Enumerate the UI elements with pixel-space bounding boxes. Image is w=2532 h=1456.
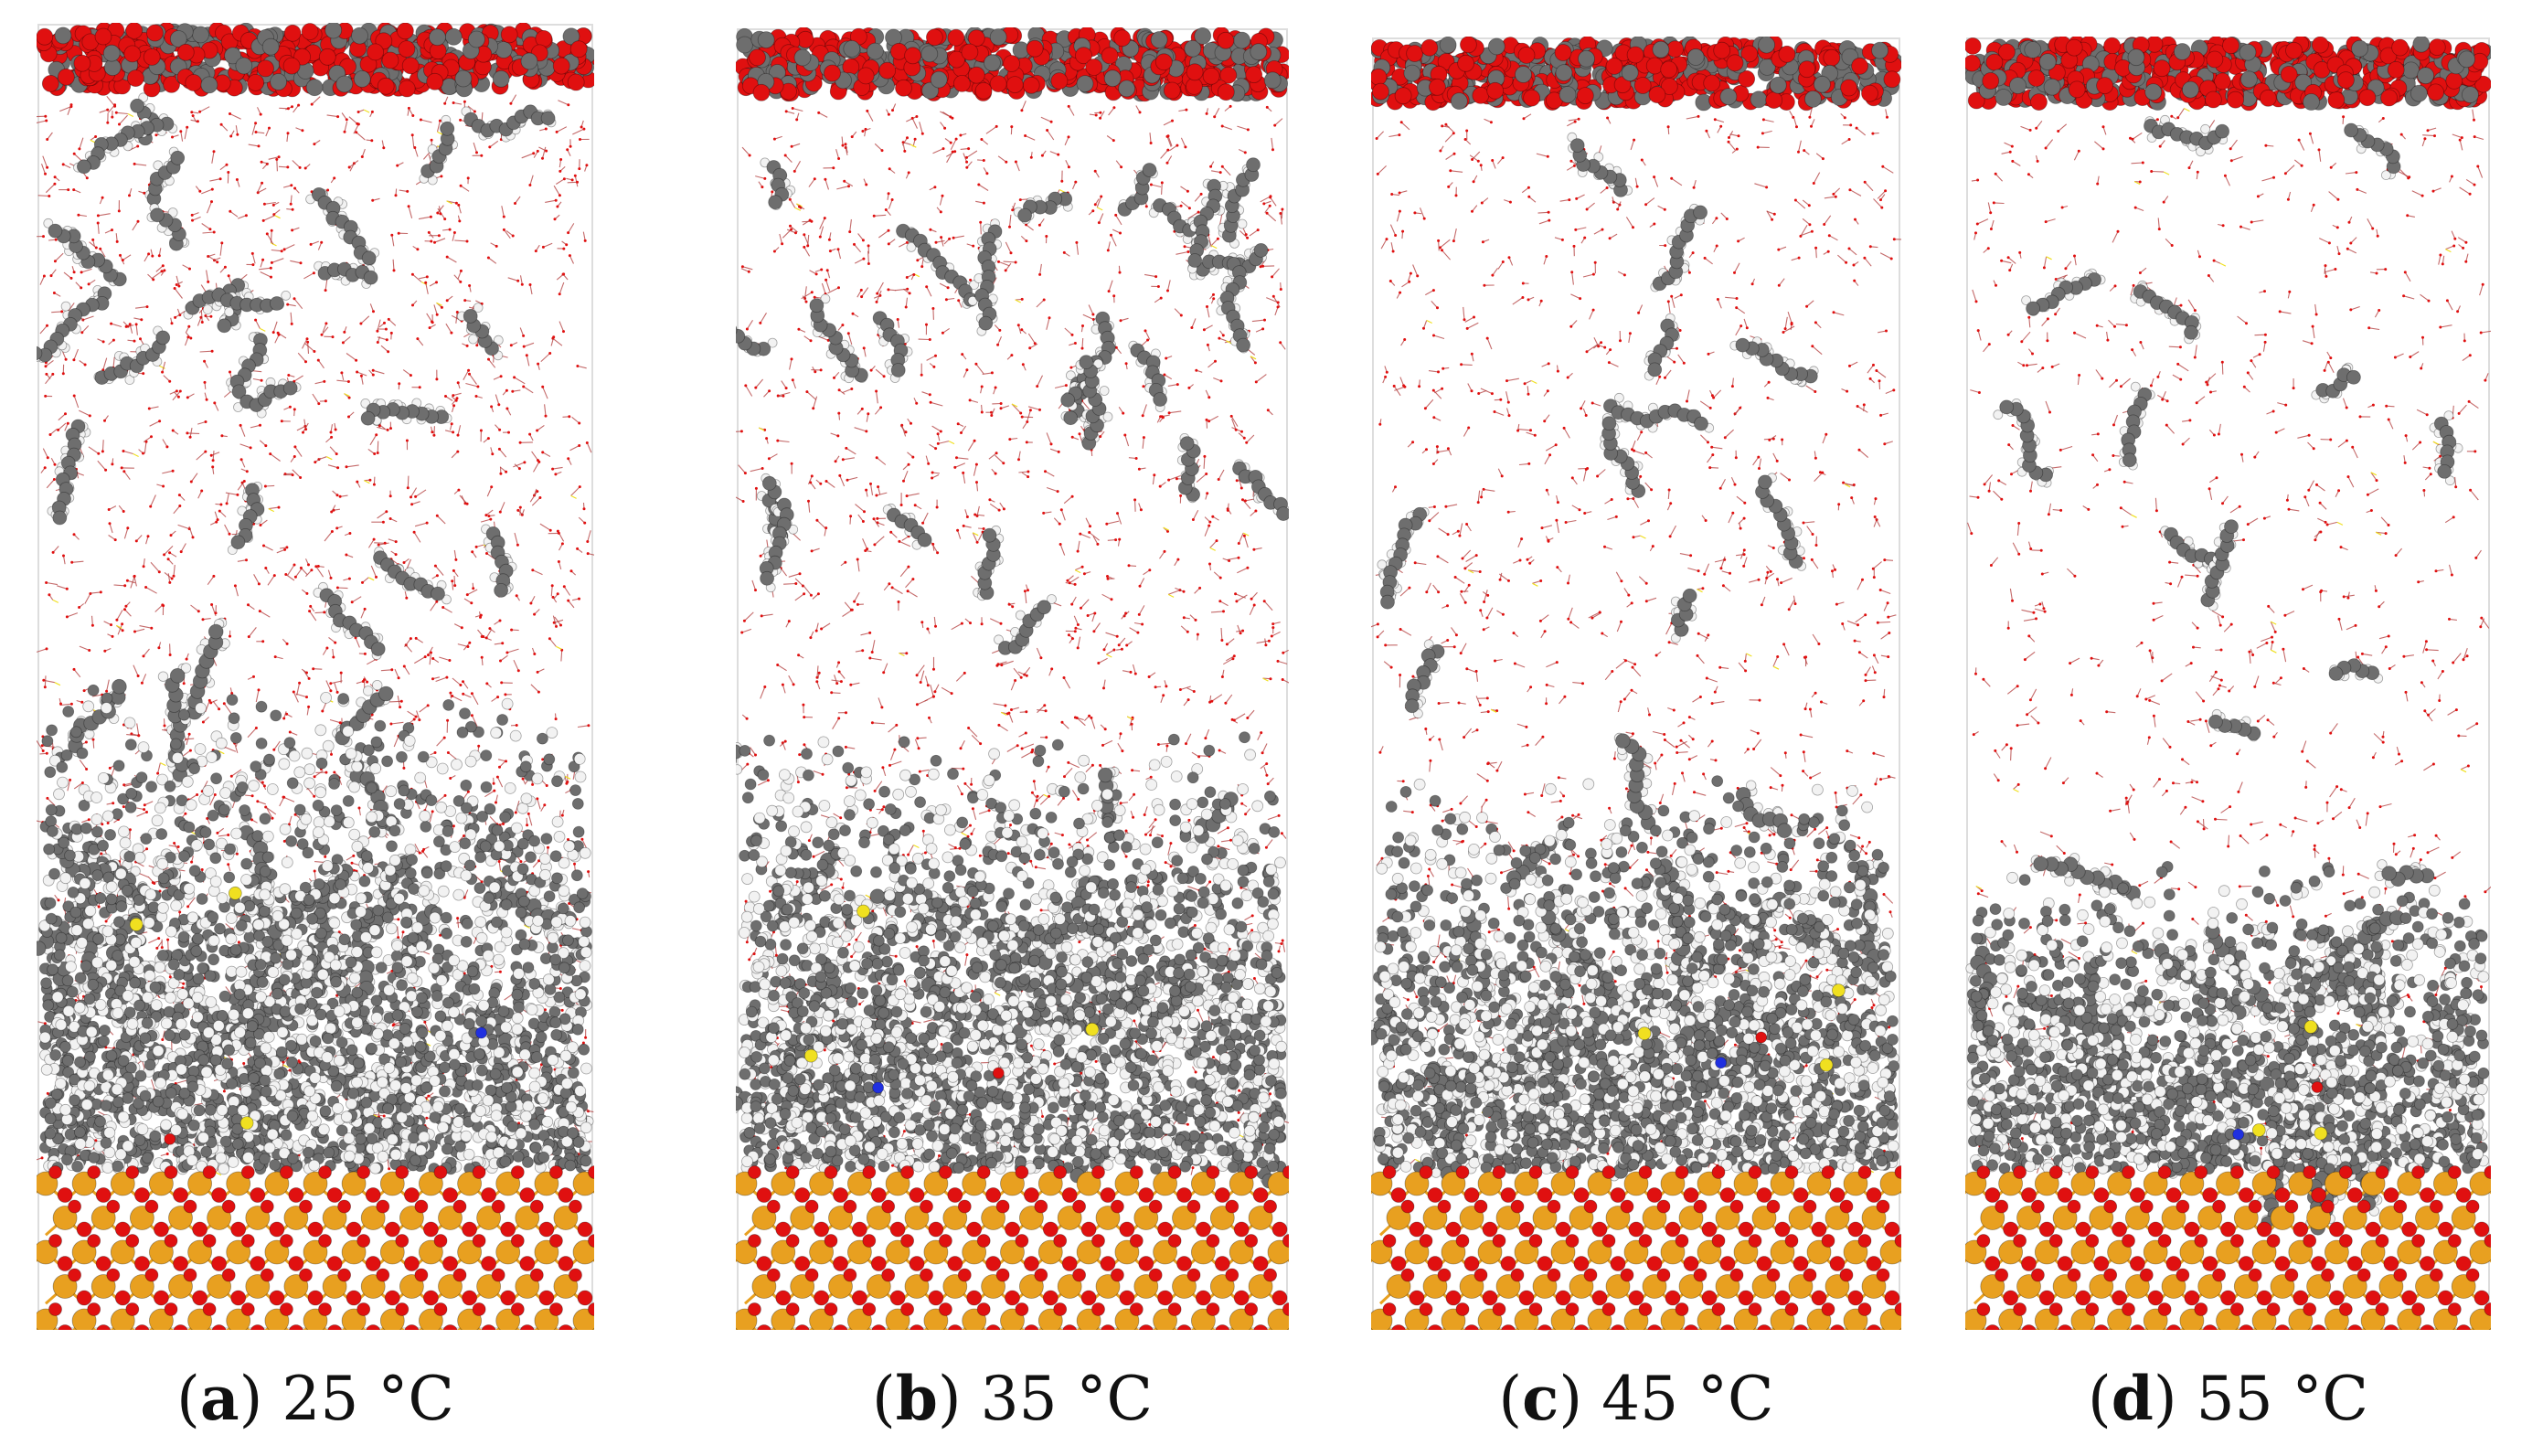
top-oxide-layer — [1371, 37, 1901, 112]
adsorbed-oil-layer — [736, 731, 1288, 1189]
top-oxide-layer — [37, 23, 594, 98]
panel-b-label: 35 °C — [981, 1364, 1153, 1434]
adsorbed-oil-layer — [1371, 732, 1900, 1183]
top-oxide-layer — [1965, 37, 2491, 112]
panel-c-snapshot — [1371, 37, 1901, 1330]
panel-a-letter: a — [200, 1363, 239, 1434]
dispersed-hydrocarbon-molecules — [1993, 114, 2463, 742]
panel-c-caption: (c) 45 °C — [1371, 1362, 1901, 1435]
panel-d-snapshot — [1965, 37, 2491, 1330]
panel-c-letter: c — [1522, 1363, 1559, 1434]
panel-d-letter: d — [2112, 1363, 2154, 1434]
water-molecules — [1371, 107, 1901, 1174]
panel-a-label: 25 °C — [282, 1364, 453, 1434]
panel-a-caption: (a) 25 °C — [37, 1362, 594, 1435]
adsorbed-oil-layer — [37, 617, 594, 1175]
panel-b-letter: b — [896, 1363, 938, 1434]
dispersed-hydrocarbon-molecules — [1377, 132, 1819, 719]
silica-substrate — [1371, 1165, 1901, 1330]
panel-c-label: 45 °C — [1601, 1364, 1773, 1434]
panel-a-snapshot — [37, 23, 594, 1330]
dispersed-hydrocarbon-molecules — [736, 157, 1289, 655]
silica-substrate — [37, 1165, 594, 1330]
panel-d-caption: (d) 55 °C — [1965, 1362, 2491, 1435]
panel-b-caption: (b) 35 °C — [736, 1362, 1289, 1435]
top-oxide-layer — [736, 27, 1289, 102]
silica-substrate — [1965, 1165, 2491, 1330]
panel-b-snapshot — [736, 27, 1289, 1330]
silica-substrate — [736, 1165, 1289, 1330]
adsorbed-oil-layer — [1965, 853, 2490, 1236]
dispersed-hydrocarbon-molecules — [37, 92, 557, 661]
panel-d-label: 55 °C — [2197, 1364, 2368, 1434]
